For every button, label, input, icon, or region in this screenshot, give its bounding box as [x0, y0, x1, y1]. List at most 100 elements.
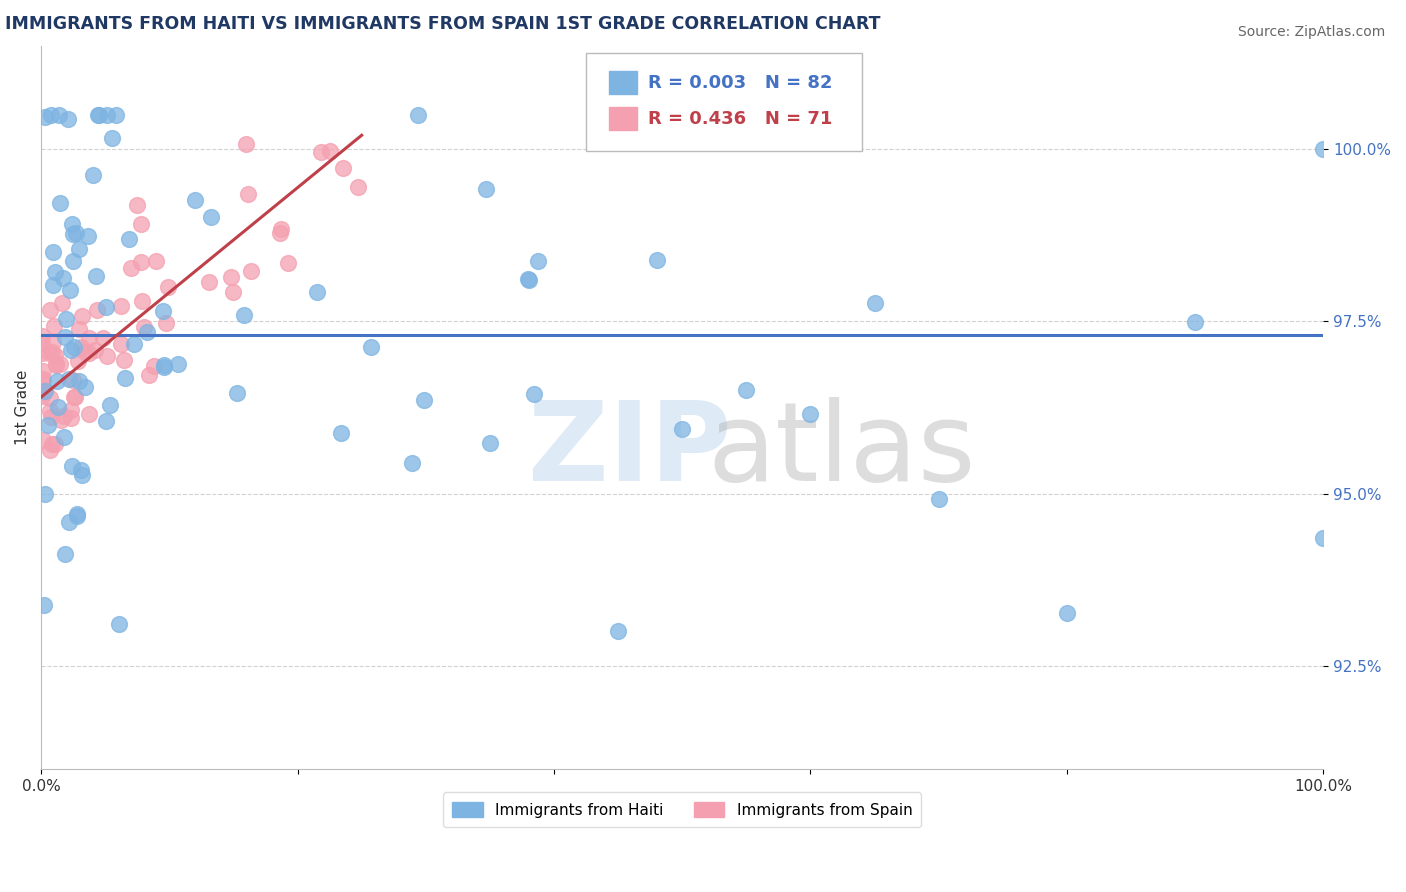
- Point: [63, 390, 86, 404]
- Point: [44, 436, 66, 450]
- Point: [153, 360, 176, 375]
- Point: [155, 317, 177, 331]
- Point: [96, 349, 118, 363]
- Point: [31, 329, 53, 343]
- Point: [49, 196, 72, 211]
- Point: [70, 468, 93, 483]
- Legend: Immigrants from Haiti, Immigrants from Spain: Immigrants from Haiti, Immigrants from S…: [443, 792, 921, 827]
- Point: [412, 393, 434, 408]
- Point: [401, 456, 423, 470]
- Point: [96, 414, 118, 428]
- Point: [134, 320, 156, 334]
- Point: [39, 107, 62, 121]
- FancyBboxPatch shape: [586, 53, 862, 151]
- Point: [70, 340, 93, 354]
- Point: [1312, 142, 1334, 156]
- Point: [49, 413, 72, 427]
- Point: [46, 374, 69, 388]
- Point: [44, 265, 66, 279]
- Point: [65, 226, 87, 240]
- Point: [309, 145, 332, 160]
- Point: [39, 303, 62, 318]
- Point: [48, 107, 70, 121]
- Point: [235, 136, 257, 151]
- Point: [523, 387, 546, 401]
- Point: [55, 311, 77, 326]
- Point: [225, 386, 247, 401]
- Point: [143, 359, 166, 374]
- Point: [86, 303, 108, 318]
- Point: [42, 319, 65, 334]
- Point: [59, 343, 82, 358]
- Point: [31, 374, 53, 388]
- Point: [53, 430, 76, 444]
- Point: [34, 384, 56, 398]
- Point: [41, 345, 63, 359]
- Point: [42, 277, 65, 292]
- Point: [60, 217, 83, 231]
- Point: [307, 285, 329, 299]
- Point: [31, 336, 53, 351]
- Point: [60, 459, 83, 474]
- Point: [110, 300, 132, 314]
- Point: [269, 227, 291, 241]
- Point: [105, 107, 128, 121]
- Text: Source: ZipAtlas.com: Source: ZipAtlas.com: [1237, 25, 1385, 39]
- Point: [360, 340, 382, 354]
- Point: [77, 228, 100, 243]
- Point: [270, 222, 292, 236]
- Point: [129, 254, 152, 268]
- Point: [100, 398, 122, 412]
- Point: [125, 198, 148, 212]
- Point: [84, 268, 107, 283]
- Point: [232, 308, 254, 322]
- Point: [219, 270, 242, 285]
- Point: [89, 107, 111, 121]
- Point: [406, 107, 429, 121]
- Point: [59, 283, 82, 297]
- Point: [59, 402, 82, 417]
- Point: [41, 437, 63, 451]
- Point: [58, 372, 80, 386]
- Point: [240, 264, 263, 278]
- Point: [58, 112, 80, 126]
- Point: [67, 374, 90, 388]
- Point: [62, 373, 84, 387]
- Point: [346, 179, 368, 194]
- Point: [87, 107, 110, 121]
- Point: [93, 330, 115, 344]
- Point: [82, 168, 104, 182]
- Point: [77, 331, 100, 345]
- Point: [75, 345, 97, 359]
- Point: [39, 409, 62, 424]
- Point: [1056, 606, 1078, 620]
- Point: [94, 301, 117, 315]
- Point: [60, 411, 83, 425]
- Point: [45, 358, 67, 372]
- Point: [184, 193, 207, 207]
- Point: [118, 231, 141, 245]
- Point: [1184, 315, 1206, 329]
- Point: [49, 357, 72, 371]
- Point: [31, 389, 53, 403]
- Text: R = 0.003   N = 82: R = 0.003 N = 82: [648, 73, 832, 92]
- Point: [607, 624, 630, 638]
- Text: atlas: atlas: [707, 398, 976, 504]
- Point: [62, 254, 84, 268]
- Point: [44, 348, 66, 362]
- Point: [153, 358, 176, 372]
- Point: [39, 443, 62, 458]
- Point: [671, 422, 693, 436]
- Point: [101, 131, 124, 145]
- Point: [53, 330, 76, 344]
- Point: [42, 244, 65, 259]
- Point: [66, 509, 89, 524]
- Point: [32, 433, 55, 447]
- Point: [277, 256, 299, 270]
- Point: [53, 547, 76, 561]
- Point: [63, 340, 86, 354]
- Point: [332, 161, 354, 176]
- Point: [645, 252, 668, 267]
- FancyBboxPatch shape: [609, 107, 637, 130]
- Point: [527, 254, 550, 268]
